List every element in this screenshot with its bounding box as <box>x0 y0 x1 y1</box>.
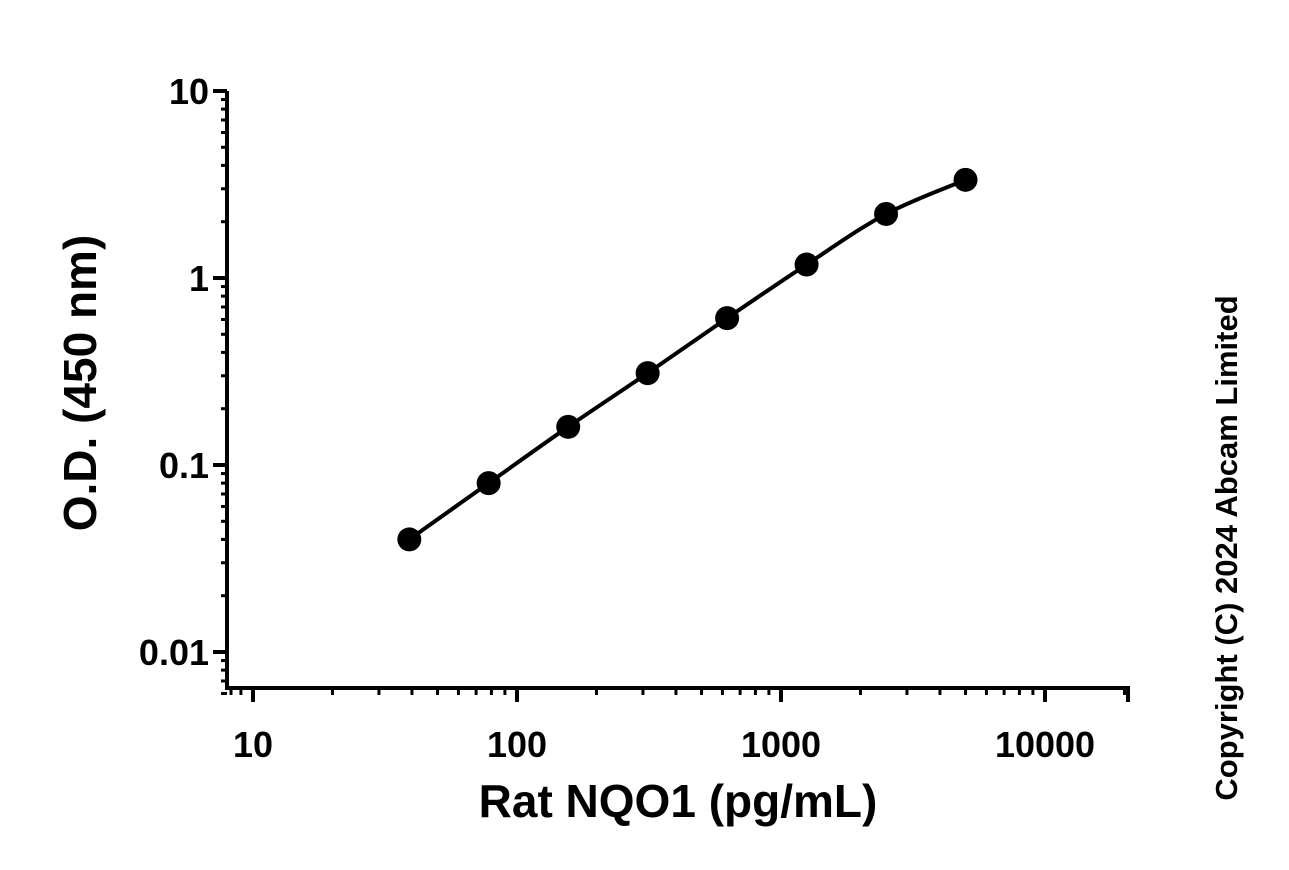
data-point <box>476 471 501 496</box>
data-point <box>715 306 740 331</box>
y-tick-label: 10 <box>169 71 209 112</box>
y-tick-label: 1 <box>189 258 209 299</box>
x-axis: 10 100 1000 10000 <box>225 686 1130 765</box>
series-layer <box>397 167 978 552</box>
y-tick-label: 0.01 <box>139 632 209 673</box>
x-tick-label: 100 <box>487 724 547 765</box>
y-tick-label: 0.1 <box>159 445 209 486</box>
data-point <box>635 361 660 386</box>
y-axis-title: O.D. (450 nm) <box>54 235 106 532</box>
x-axis-title: Rat NQO1 (pg/mL) <box>479 775 878 827</box>
data-point <box>874 201 899 226</box>
data-point <box>397 527 422 552</box>
x-tick-label: 10000 <box>995 724 1095 765</box>
data-point <box>953 167 978 192</box>
copyright-notice: Copyright (C) 2024 Abcam Limited <box>1209 295 1244 800</box>
data-point <box>556 414 581 439</box>
data-point <box>794 252 819 277</box>
x-tick-label: 1000 <box>741 724 821 765</box>
y-axis: 0.01 0.1 1 10 <box>139 71 229 695</box>
x-tick-label: 10 <box>233 724 273 765</box>
